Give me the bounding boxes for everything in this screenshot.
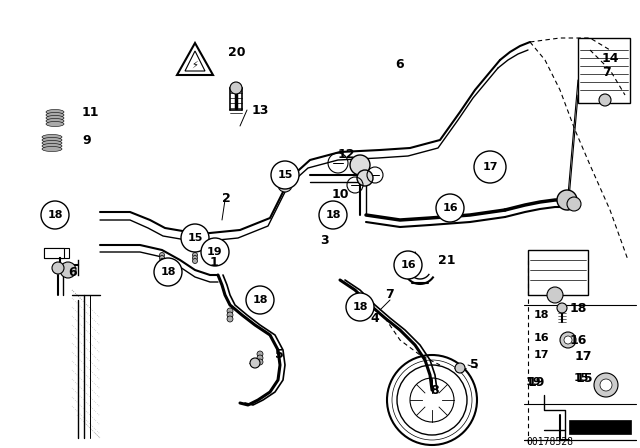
Circle shape (41, 201, 69, 229)
Circle shape (159, 253, 164, 258)
Text: 18: 18 (352, 302, 368, 312)
Circle shape (193, 253, 198, 258)
Text: 15: 15 (277, 170, 292, 180)
Circle shape (159, 255, 164, 260)
Circle shape (346, 293, 374, 321)
Circle shape (599, 94, 611, 106)
Circle shape (257, 355, 263, 361)
Text: 15: 15 (188, 233, 203, 243)
Text: 3: 3 (320, 233, 328, 246)
Text: 19: 19 (207, 247, 223, 257)
Ellipse shape (42, 141, 62, 146)
Text: 5: 5 (275, 349, 284, 362)
Circle shape (52, 262, 64, 274)
Text: 13: 13 (252, 103, 269, 116)
Text: ⚡: ⚡ (191, 60, 198, 70)
Text: 6: 6 (68, 266, 77, 279)
Ellipse shape (46, 116, 64, 121)
Ellipse shape (42, 134, 62, 139)
Circle shape (567, 197, 581, 211)
Text: 7: 7 (602, 66, 611, 79)
Text: 2: 2 (222, 191, 231, 204)
Circle shape (230, 82, 242, 94)
Ellipse shape (42, 146, 62, 151)
Circle shape (60, 262, 76, 278)
Circle shape (394, 251, 422, 279)
Ellipse shape (46, 112, 64, 117)
Circle shape (193, 258, 198, 263)
Text: 20: 20 (228, 46, 246, 59)
Text: 00178528: 00178528 (526, 437, 573, 447)
Text: 15: 15 (574, 373, 589, 383)
Text: 17: 17 (575, 349, 593, 362)
Text: 16: 16 (442, 203, 458, 213)
Circle shape (557, 303, 567, 313)
Text: 18: 18 (534, 310, 550, 320)
Text: 9: 9 (82, 134, 91, 146)
Ellipse shape (46, 109, 64, 115)
Text: 16: 16 (534, 333, 550, 343)
Text: 18: 18 (325, 210, 340, 220)
Text: 19: 19 (526, 377, 541, 387)
Text: 14: 14 (602, 52, 620, 65)
Text: 18: 18 (570, 302, 588, 314)
Circle shape (227, 308, 233, 314)
Text: 16: 16 (570, 333, 588, 346)
Circle shape (436, 194, 464, 222)
Circle shape (350, 155, 370, 175)
Text: 18: 18 (160, 267, 176, 277)
FancyBboxPatch shape (528, 250, 588, 295)
Text: 1: 1 (210, 255, 219, 268)
Circle shape (201, 238, 229, 266)
Ellipse shape (42, 138, 62, 142)
Circle shape (271, 161, 299, 189)
FancyBboxPatch shape (44, 248, 64, 258)
Ellipse shape (42, 143, 62, 148)
FancyBboxPatch shape (578, 38, 630, 103)
Text: 7: 7 (385, 289, 394, 302)
Circle shape (560, 332, 576, 348)
Text: 19: 19 (528, 375, 545, 388)
Circle shape (564, 336, 572, 344)
FancyBboxPatch shape (569, 420, 631, 434)
Circle shape (227, 312, 233, 318)
Circle shape (246, 286, 274, 314)
Text: 15: 15 (576, 371, 593, 384)
Text: 17: 17 (483, 162, 498, 172)
Text: 17: 17 (534, 350, 550, 360)
Circle shape (600, 379, 612, 391)
Circle shape (154, 258, 182, 286)
Circle shape (357, 170, 373, 186)
Text: 5: 5 (470, 358, 479, 371)
Circle shape (257, 351, 263, 357)
Text: 18: 18 (47, 210, 63, 220)
Ellipse shape (46, 121, 64, 126)
Circle shape (193, 255, 198, 260)
Text: 16: 16 (400, 260, 416, 270)
Text: 21: 21 (438, 254, 456, 267)
Text: 4: 4 (370, 311, 379, 324)
Text: 6: 6 (395, 59, 404, 72)
Circle shape (557, 190, 577, 210)
Circle shape (319, 201, 347, 229)
Circle shape (257, 359, 263, 365)
Ellipse shape (46, 119, 64, 124)
Circle shape (227, 316, 233, 322)
Circle shape (455, 363, 465, 373)
Circle shape (250, 358, 260, 368)
Circle shape (278, 178, 292, 192)
Circle shape (547, 287, 563, 303)
Text: 18: 18 (252, 295, 268, 305)
Text: 10: 10 (332, 189, 349, 202)
FancyBboxPatch shape (44, 248, 69, 258)
Circle shape (474, 151, 506, 183)
Text: 12: 12 (338, 148, 355, 161)
Circle shape (159, 258, 164, 263)
Text: 11: 11 (82, 105, 99, 119)
Circle shape (188, 233, 202, 247)
Circle shape (181, 224, 209, 252)
Text: 8: 8 (430, 383, 438, 396)
Circle shape (594, 373, 618, 397)
